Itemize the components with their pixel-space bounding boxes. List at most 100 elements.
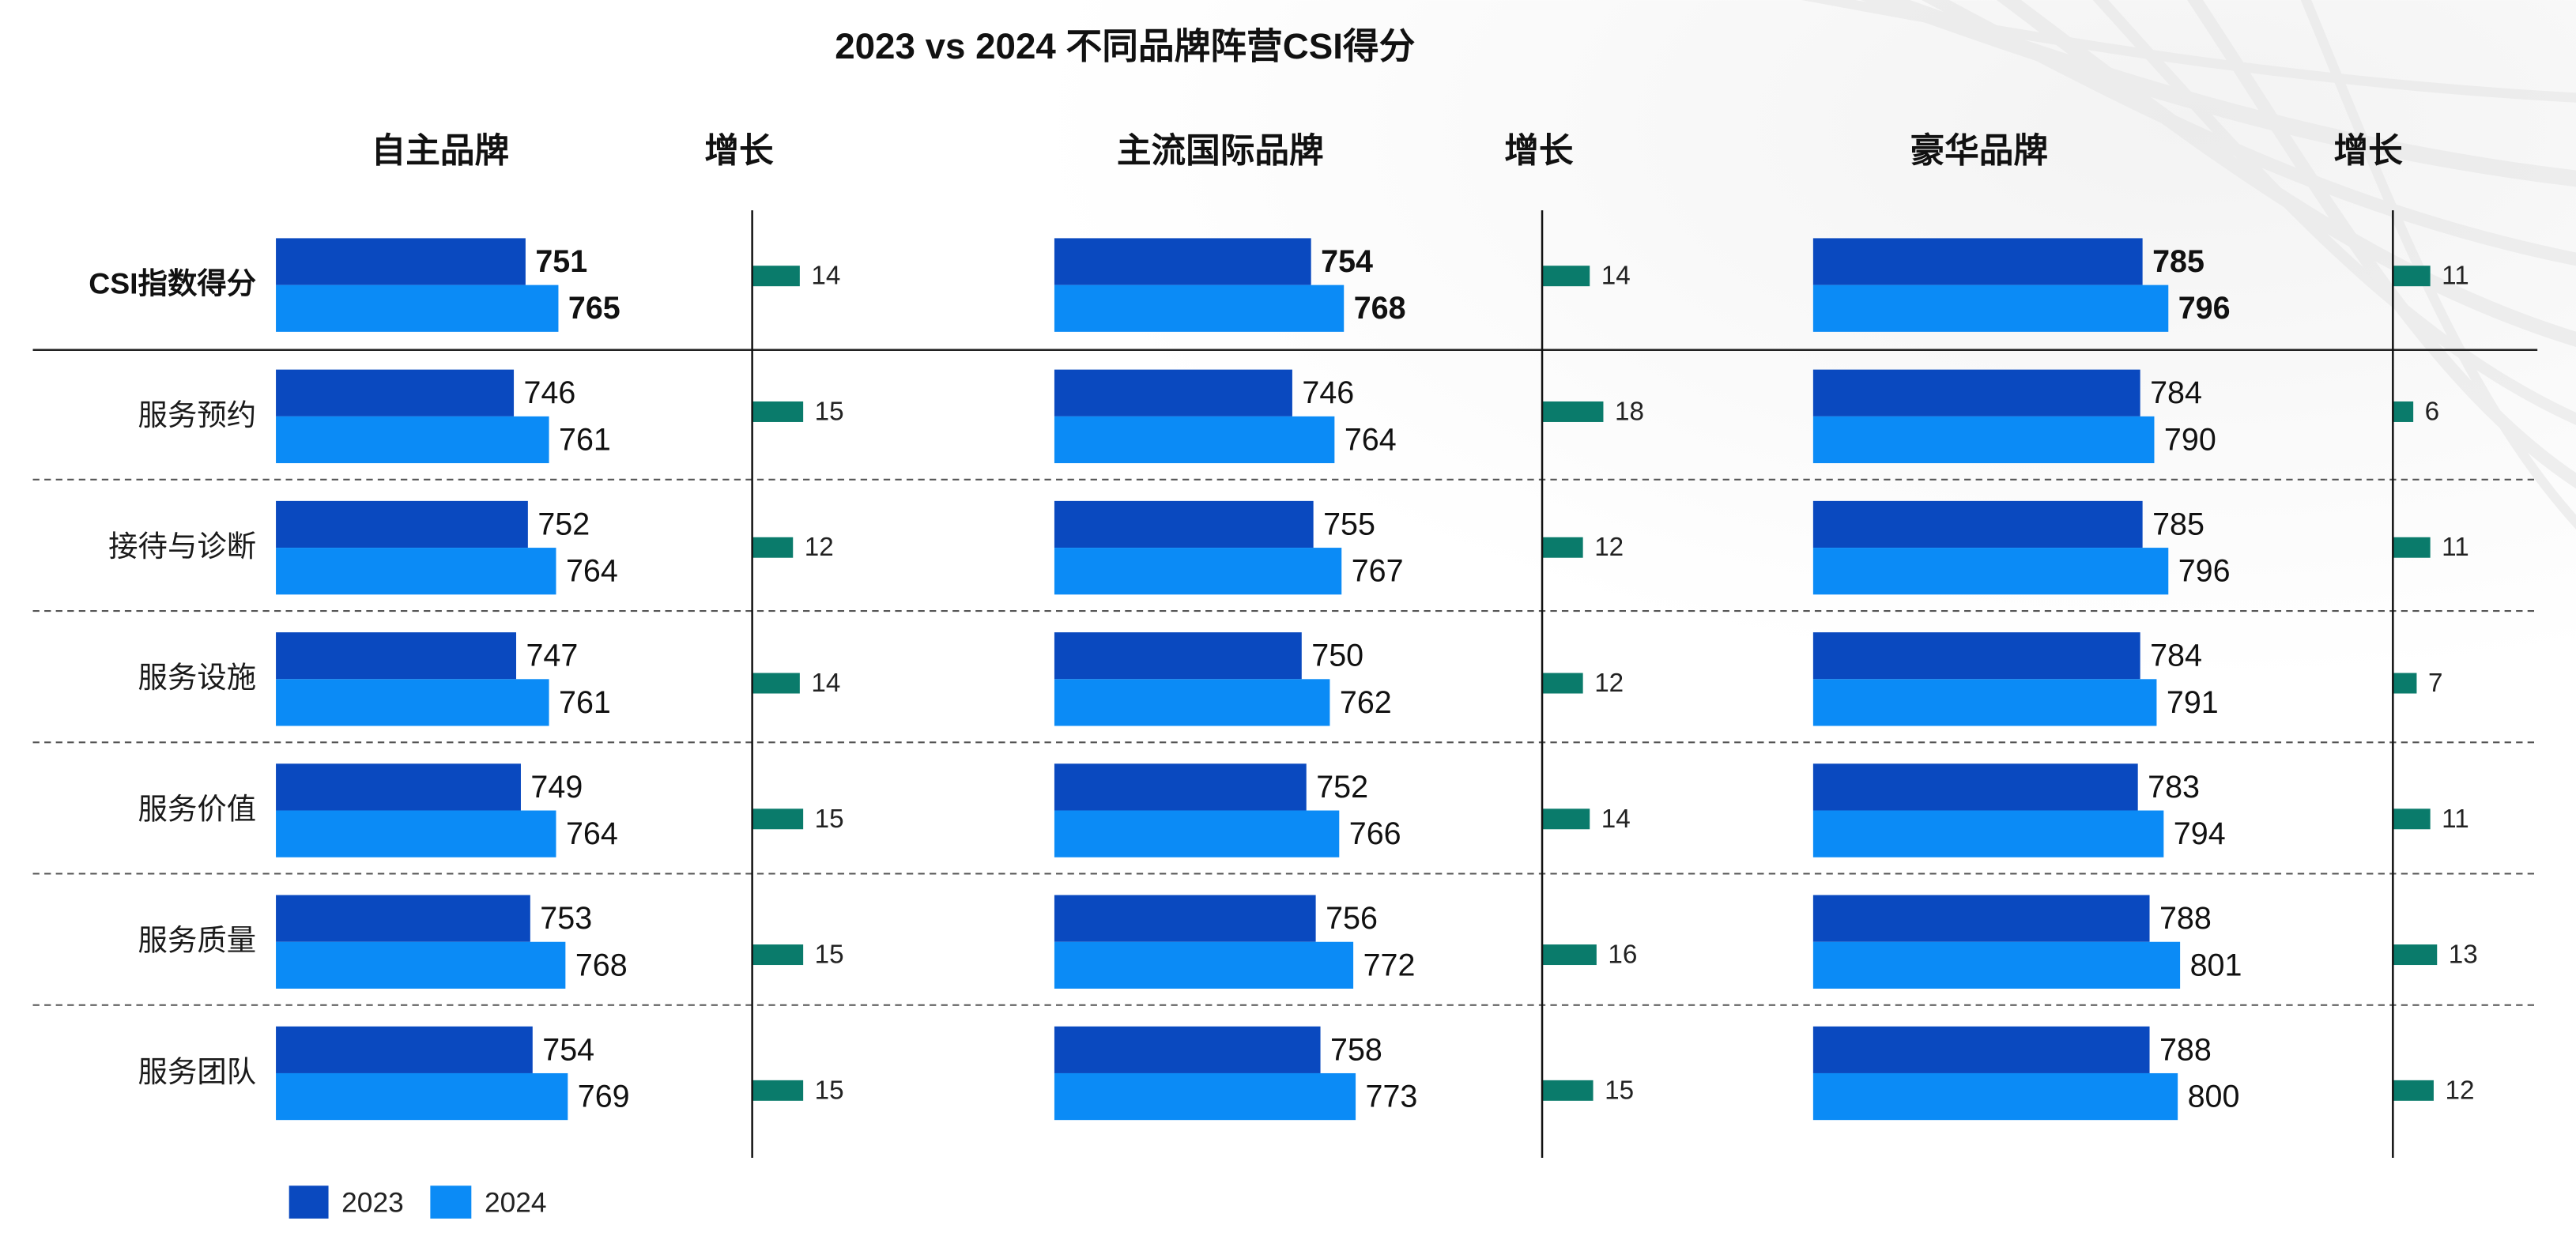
value-label-2023: 784 — [2150, 639, 2202, 673]
bar-2023 — [276, 500, 528, 548]
value-label-2023: 754 — [542, 1032, 594, 1067]
bar-2023 — [1054, 369, 1292, 416]
value-label-2024: 762 — [1340, 685, 1392, 720]
panel-title: 自主品牌 — [372, 132, 510, 170]
value-label-2023: 752 — [1316, 770, 1368, 805]
value-label-2024: 764 — [566, 554, 618, 589]
value-label-2024: 791 — [2167, 685, 2219, 720]
growth-bar — [2393, 537, 2431, 558]
bar-2024 — [1054, 416, 1335, 464]
bar-2024 — [1812, 941, 2181, 989]
row-label: 服务价值 — [138, 792, 257, 825]
legend: 2023 2024 — [289, 1185, 547, 1219]
row-label: 服务质量 — [138, 924, 257, 957]
panel-3: 豪华品牌 增长 785 784 785 784 783 788 788 796 790 796 791 7… — [1812, 132, 2478, 1158]
growth-bar — [752, 1080, 804, 1101]
growth-value-label: 7 — [2428, 669, 2442, 698]
growth-value-label: 12 — [1594, 533, 1624, 562]
growth-column-title: 增长 — [2334, 132, 2404, 170]
bar-2024 — [276, 416, 549, 464]
chart-title: 2023 vs 2024 不同品牌阵营CSI得分 — [835, 26, 1415, 66]
growth-value-label: 15 — [815, 1076, 844, 1105]
row-label: 服务预约 — [138, 398, 257, 432]
bar-2023 — [1812, 895, 2150, 942]
growth-value-label: 18 — [1615, 397, 1644, 426]
value-label-2024: 800 — [2188, 1080, 2240, 1114]
panel-1: 自主品牌 增长 751 746 752 747 749 753 754 765 761 764 761 7… — [276, 132, 844, 1158]
value-label-2024: 764 — [566, 816, 618, 851]
panel-title: 主流国际品牌 — [1117, 132, 1324, 170]
bar-2023 — [276, 369, 515, 416]
value-label-2023: 756 — [1326, 901, 1378, 936]
growth-bar — [752, 537, 794, 558]
value-label-2024: 801 — [2190, 948, 2242, 982]
bar-2024 — [1054, 285, 1345, 332]
growth-value-label: 14 — [811, 669, 840, 698]
value-label-2024: 766 — [1349, 816, 1401, 851]
legend-swatch-2023 — [289, 1185, 329, 1219]
bar-2024 — [1812, 416, 2155, 464]
growth-value-label: 15 — [1605, 1076, 1634, 1105]
growth-bar — [1542, 673, 1583, 694]
bar-2024 — [276, 679, 549, 726]
growth-bar — [2393, 266, 2431, 287]
value-label-2023: 746 — [1302, 375, 1354, 410]
growth-value-label: 15 — [815, 397, 844, 426]
growth-value-label: 15 — [815, 940, 844, 970]
value-label-2023: 750 — [1311, 639, 1363, 673]
bar-2023 — [1812, 632, 2140, 680]
growth-bar — [1542, 537, 1583, 558]
panel-2: 主流国际品牌 增长 754 746 755 750 752 756 758 768 764 767 76… — [1054, 132, 1644, 1158]
value-label-2023: 785 — [2152, 507, 2204, 541]
growth-bar — [2393, 808, 2431, 830]
value-label-2024: 761 — [559, 685, 611, 720]
bar-2024 — [276, 1072, 568, 1121]
bar-2024 — [1054, 548, 1342, 595]
value-label-2024: 767 — [1352, 554, 1404, 589]
bar-2024 — [1812, 285, 2169, 332]
growth-value-label: 11 — [2442, 805, 2469, 834]
value-label-2023: 751 — [535, 244, 587, 279]
growth-bar — [2393, 944, 2438, 966]
growth-value-label: 12 — [1594, 669, 1624, 698]
swirl-line — [2092, 0, 2576, 425]
growth-value-label: 13 — [2449, 940, 2478, 970]
swirl-line — [1801, 0, 2576, 103]
legend-item-2024: 2024 — [430, 1185, 547, 1219]
swirl-line — [2300, 0, 2576, 530]
growth-column-title: 增长 — [1504, 132, 1574, 170]
bar-2023 — [1054, 763, 1307, 811]
bar-2023 — [1812, 1026, 2150, 1073]
value-label-2024: 761 — [559, 422, 611, 457]
growth-bar — [752, 808, 804, 830]
growth-bar — [2393, 1080, 2434, 1101]
bar-2023 — [1812, 763, 2138, 811]
growth-bar — [1542, 1080, 1593, 1101]
growth-bar — [1542, 266, 1590, 287]
value-label-2023: 747 — [526, 639, 578, 673]
value-label-2024: 765 — [568, 291, 620, 326]
value-label-2023: 749 — [530, 770, 583, 805]
value-label-2023: 754 — [1321, 244, 1373, 279]
bar-2023 — [276, 895, 530, 942]
legend-label-2023: 2023 — [341, 1188, 404, 1219]
bar-2023 — [276, 238, 526, 285]
growth-value-label: 14 — [1601, 805, 1631, 834]
row-separators — [32, 349, 2538, 1006]
panel-title: 豪华品牌 — [1910, 132, 2048, 170]
bar-2023 — [1054, 238, 1311, 285]
growth-bar — [1542, 944, 1597, 966]
bar-2024 — [1054, 1072, 1356, 1121]
value-label-2024: 768 — [1354, 291, 1406, 326]
bar-2023 — [1812, 369, 2140, 416]
bar-2023 — [276, 763, 521, 811]
bar-2023 — [1054, 895, 1316, 942]
bar-2024 — [1054, 941, 1354, 989]
value-label-2024: 773 — [1366, 1080, 1418, 1114]
value-label-2023: 755 — [1323, 507, 1375, 541]
bar-2024 — [1812, 810, 2164, 857]
chart-panels: 自主品牌 增长 751 746 752 747 749 753 754 765 761 764 761 7… — [276, 132, 2478, 1158]
bar-2024 — [1812, 679, 2157, 726]
legend-label-2024: 2024 — [485, 1188, 547, 1219]
